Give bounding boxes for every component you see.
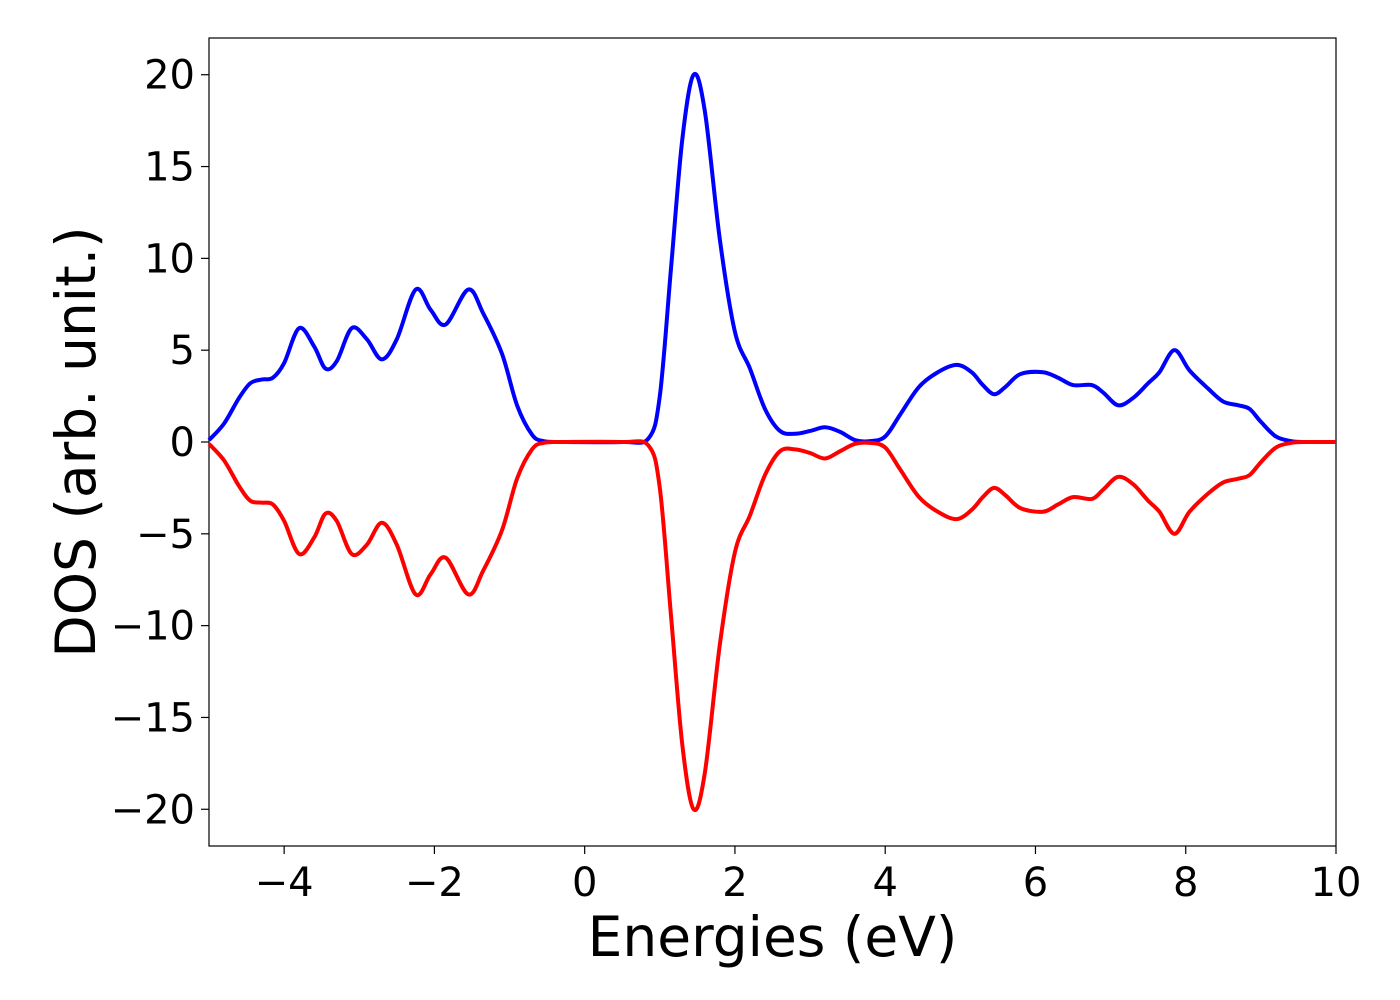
series-line-1 [207,71,1337,445]
y-tick-label: 15 [144,145,195,191]
series-line-2 [207,439,1337,813]
y-axis: 20 15 10 5 0 −5 −10 −15 −20 [111,53,209,833]
x-axis: −4 −2 0 2 4 6 8 10 [255,846,1362,906]
x-axis-title: Energies (eV) [588,905,958,969]
y-tick-label: 5 [170,328,195,374]
x-tick-label: −4 [255,860,314,906]
plot-area [207,37,1337,847]
y-axis-title: DOS (arb. unit.) [44,226,108,657]
y-tick-label: 10 [144,236,195,282]
x-tick-label: 2 [722,860,747,906]
x-tick-label: 6 [1023,860,1048,906]
axes-frame [208,37,1337,847]
x-tick-label: 8 [1173,860,1198,906]
x-tick-label: 4 [872,860,897,906]
y-tick-label: −20 [111,787,195,833]
series-layer [207,71,1337,813]
y-tick-label: 20 [144,53,195,99]
y-tick-label: −10 [111,604,195,650]
y-tick-label: −5 [136,512,195,558]
x-tick-label: 10 [1311,860,1362,906]
x-tick-label: 0 [572,860,597,906]
y-tick-label: 0 [170,420,195,466]
x-tick-label: −2 [405,860,464,906]
y-tick-label: −15 [111,695,195,741]
